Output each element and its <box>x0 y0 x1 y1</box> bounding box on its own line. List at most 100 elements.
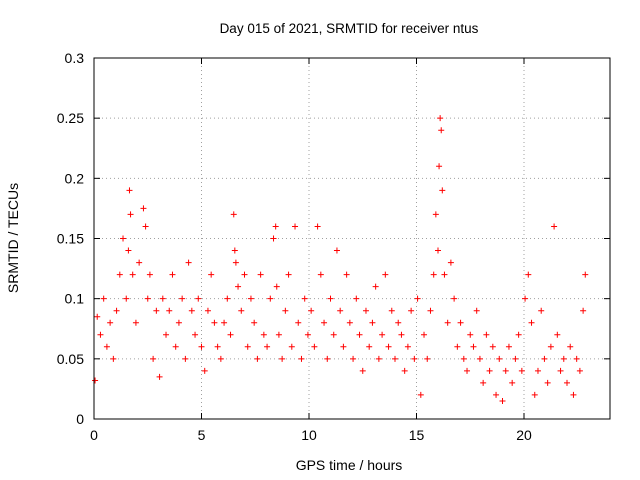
data-point <box>512 355 519 362</box>
data-point <box>496 355 503 362</box>
data-point <box>127 211 134 218</box>
data-point <box>525 271 532 278</box>
data-point <box>489 343 496 350</box>
data-point <box>103 343 110 350</box>
x-tick-label: 5 <box>198 427 206 443</box>
data-point <box>398 331 405 338</box>
data-point <box>195 295 202 302</box>
data-point <box>279 355 286 362</box>
data-point <box>493 391 500 398</box>
data-point <box>551 223 558 230</box>
data-point <box>441 271 448 278</box>
y-tick-label: 0.25 <box>57 110 84 126</box>
data-point <box>156 373 163 380</box>
data-point <box>417 391 424 398</box>
data-point <box>267 295 274 302</box>
data-point <box>327 295 334 302</box>
data-point <box>353 295 360 302</box>
data-point <box>337 307 344 314</box>
data-point <box>188 307 195 314</box>
y-tick-label: 0.15 <box>57 231 84 247</box>
data-point <box>257 271 264 278</box>
data-point <box>94 313 101 320</box>
y-tick-label: 0.05 <box>57 351 84 367</box>
data-point <box>192 331 199 338</box>
y-tick-label: 0.3 <box>65 50 85 66</box>
data-point <box>528 319 535 326</box>
data-point <box>241 271 248 278</box>
data-point <box>295 319 302 326</box>
data-point <box>244 343 251 350</box>
data-point <box>140 205 147 212</box>
data-points <box>92 115 589 404</box>
data-point <box>214 343 221 350</box>
data-point <box>285 271 292 278</box>
data-point <box>230 211 237 218</box>
data-point <box>126 187 133 194</box>
data-point <box>343 271 350 278</box>
data-point <box>272 223 279 230</box>
data-point <box>235 283 242 290</box>
data-point <box>447 259 454 266</box>
data-point <box>273 283 280 290</box>
data-point <box>424 355 431 362</box>
data-point <box>333 247 340 254</box>
data-point <box>317 271 324 278</box>
data-point <box>467 331 474 338</box>
data-point <box>113 307 120 314</box>
data-point <box>541 355 548 362</box>
data-point <box>97 331 104 338</box>
data-point <box>372 283 379 290</box>
data-point <box>150 355 157 362</box>
data-point <box>464 367 471 374</box>
data-point <box>486 367 493 374</box>
data-point <box>321 319 328 326</box>
data-point <box>582 271 589 278</box>
data-point <box>427 307 434 314</box>
data-point <box>515 331 522 338</box>
data-point <box>502 367 509 374</box>
data-point <box>324 355 331 362</box>
data-point <box>159 295 166 302</box>
data-point <box>211 319 218 326</box>
data-point <box>288 343 295 350</box>
data-point <box>408 307 415 314</box>
data-point <box>208 271 215 278</box>
y-axis-label: SRMTID / TECUs <box>5 183 21 293</box>
data-point <box>270 235 277 242</box>
data-point <box>369 319 376 326</box>
data-point <box>125 247 132 254</box>
data-point <box>483 331 490 338</box>
plot-frame <box>93 57 611 420</box>
data-point <box>179 295 186 302</box>
data-point <box>304 331 311 338</box>
data-point <box>308 307 315 314</box>
data-point <box>314 223 321 230</box>
data-point <box>356 331 363 338</box>
data-point <box>136 259 143 266</box>
data-point <box>298 355 305 362</box>
data-point <box>573 355 580 362</box>
data-point <box>198 343 205 350</box>
data-point <box>404 343 411 350</box>
data-point <box>116 271 123 278</box>
data-point <box>544 379 551 386</box>
data-point <box>564 379 570 386</box>
x-tick-label: 10 <box>301 427 317 443</box>
data-point <box>470 343 477 350</box>
data-point <box>438 127 445 134</box>
data-point <box>359 367 366 374</box>
data-point <box>392 355 398 362</box>
data-point <box>547 343 554 350</box>
data-point <box>576 367 583 374</box>
data-point <box>275 331 282 338</box>
data-point <box>132 319 139 326</box>
data-point <box>100 295 107 302</box>
data-point <box>522 295 529 302</box>
data-point <box>129 271 136 278</box>
data-point <box>146 271 153 278</box>
data-point <box>437 115 444 122</box>
data-point <box>435 247 441 254</box>
x-tick-label: 15 <box>409 427 425 443</box>
